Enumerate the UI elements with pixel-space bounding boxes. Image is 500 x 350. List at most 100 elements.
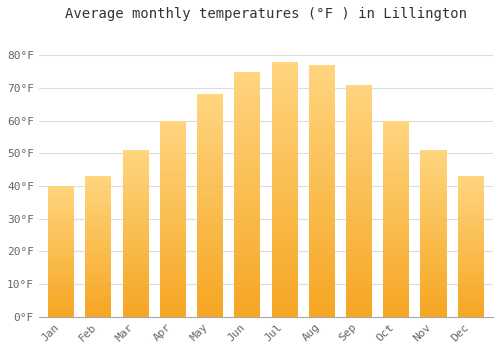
Bar: [420, 270, 446, 272]
Bar: [308, 131, 335, 133]
Bar: [308, 239, 335, 241]
Bar: [122, 230, 148, 232]
Bar: [458, 232, 483, 234]
Bar: [346, 245, 372, 247]
Bar: [383, 164, 409, 166]
Bar: [234, 184, 260, 187]
Bar: [308, 176, 335, 178]
Bar: [122, 214, 148, 215]
Bar: [308, 123, 335, 125]
Bar: [458, 300, 483, 301]
Bar: [234, 221, 260, 224]
Bar: [346, 194, 372, 196]
Bar: [272, 169, 297, 171]
Bar: [272, 294, 297, 296]
Bar: [197, 226, 223, 228]
Bar: [383, 244, 409, 246]
Bar: [86, 190, 112, 192]
Bar: [197, 94, 223, 317]
Bar: [346, 289, 372, 291]
Bar: [458, 228, 483, 230]
Bar: [272, 235, 297, 238]
Bar: [383, 238, 409, 240]
Bar: [160, 291, 186, 293]
Bar: [272, 179, 297, 182]
Bar: [308, 274, 335, 276]
Bar: [346, 277, 372, 280]
Bar: [160, 254, 186, 256]
Bar: [420, 314, 446, 315]
Bar: [346, 238, 372, 240]
Bar: [308, 257, 335, 259]
Bar: [197, 123, 223, 126]
Bar: [160, 313, 186, 315]
Bar: [458, 315, 483, 317]
Bar: [48, 223, 74, 224]
Bar: [308, 302, 335, 304]
Bar: [346, 129, 372, 131]
Bar: [346, 205, 372, 208]
Bar: [122, 222, 148, 223]
Bar: [86, 244, 112, 245]
Bar: [48, 250, 74, 251]
Bar: [197, 154, 223, 157]
Bar: [420, 178, 446, 180]
Bar: [458, 253, 483, 255]
Bar: [160, 260, 186, 262]
Bar: [48, 207, 74, 208]
Bar: [122, 267, 148, 268]
Bar: [420, 153, 446, 155]
Bar: [234, 148, 260, 150]
Bar: [420, 232, 446, 233]
Bar: [160, 207, 186, 209]
Bar: [160, 211, 186, 213]
Bar: [122, 187, 148, 188]
Bar: [308, 309, 335, 312]
Bar: [458, 230, 483, 231]
Bar: [234, 278, 260, 280]
Bar: [197, 312, 223, 315]
Bar: [122, 159, 148, 160]
Bar: [458, 255, 483, 256]
Bar: [383, 299, 409, 301]
Bar: [160, 131, 186, 132]
Bar: [458, 262, 483, 263]
Bar: [458, 185, 483, 186]
Bar: [86, 265, 112, 266]
Bar: [197, 274, 223, 277]
Bar: [308, 83, 335, 85]
Bar: [346, 106, 372, 108]
Bar: [197, 183, 223, 186]
Bar: [197, 259, 223, 261]
Bar: [346, 257, 372, 259]
Bar: [272, 126, 297, 128]
Bar: [48, 190, 74, 191]
Bar: [420, 175, 446, 177]
Bar: [234, 226, 260, 229]
Bar: [420, 198, 446, 200]
Bar: [346, 156, 372, 159]
Bar: [346, 131, 372, 133]
Bar: [272, 286, 297, 289]
Bar: [272, 176, 297, 179]
Bar: [48, 231, 74, 232]
Bar: [48, 247, 74, 249]
Bar: [458, 224, 483, 225]
Bar: [272, 258, 297, 261]
Bar: [383, 140, 409, 142]
Bar: [272, 243, 297, 245]
Bar: [160, 268, 186, 270]
Bar: [272, 279, 297, 281]
Bar: [346, 147, 372, 150]
Bar: [383, 211, 409, 213]
Bar: [234, 265, 260, 268]
Bar: [48, 296, 74, 297]
Bar: [308, 166, 335, 168]
Bar: [122, 247, 148, 248]
Bar: [160, 284, 186, 285]
Bar: [458, 207, 483, 209]
Bar: [86, 177, 112, 179]
Bar: [420, 150, 446, 317]
Bar: [346, 270, 372, 273]
Bar: [308, 214, 335, 216]
